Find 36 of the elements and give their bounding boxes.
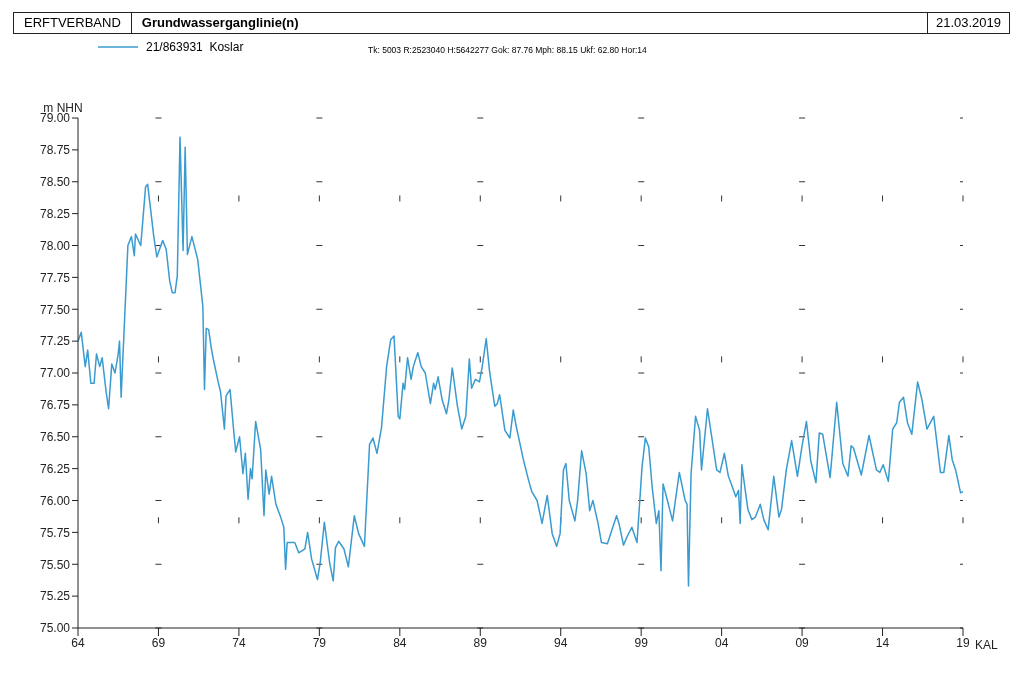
x-axis-title: KAL [975,637,999,652]
y-tick-label: 78.00 [39,238,71,253]
y-tick-label: 75.25 [39,589,71,604]
y-tick-label: 76.00 [39,493,71,508]
y-tick-label: 77.75 [39,270,71,285]
y-tick-label: 75.50 [39,557,71,572]
x-tick-label: 09 [795,635,810,650]
y-tick-label: 77.00 [39,366,71,381]
text: 21.03.2019 [926,13,1009,33]
y-tick-label: 75.75 [39,525,71,540]
text: ERFTVERBAND [14,13,132,33]
text: Tk: 5003 R:2523040 H:5642277 Gok: 87.76 Mph: 88.15 Ukf: 62.80 Hor:14 [368,45,647,55]
x-tick-label: 99 [634,635,649,650]
x-tick-label: 69 [151,635,166,650]
y-tick-label: 79.00 [39,111,71,126]
x-tick-label: 89 [473,635,488,650]
y-tick-label: 76.50 [39,430,71,445]
y-tick-label: 78.75 [39,143,71,158]
y-tick-label: 77.50 [39,302,71,317]
y-tick-label: 78.50 [39,175,71,190]
y-tick-label: 76.25 [39,461,71,476]
y-tick-label: 76.75 [39,398,71,413]
y-tick-label: 78.25 [39,206,71,221]
y-tick-label: 75.00 [39,621,71,636]
chart-title: Grundwasserganglinie(n) [140,14,300,32]
y-tick-label: 77.25 [39,334,71,349]
x-tick-label: 94 [554,635,568,650]
x-tick-label: 14 [875,635,890,650]
line-series [78,136,963,587]
x-tick-label: 19 [956,635,970,650]
x-tick-label: 04 [714,635,729,650]
x-tick-label: 74 [232,635,246,650]
x-tick-label: 64 [71,635,85,650]
x-tick-label: 79 [312,635,327,650]
x-tick-label: 84 [393,635,407,650]
legend-label: 21/863931 Koslar [146,40,244,54]
